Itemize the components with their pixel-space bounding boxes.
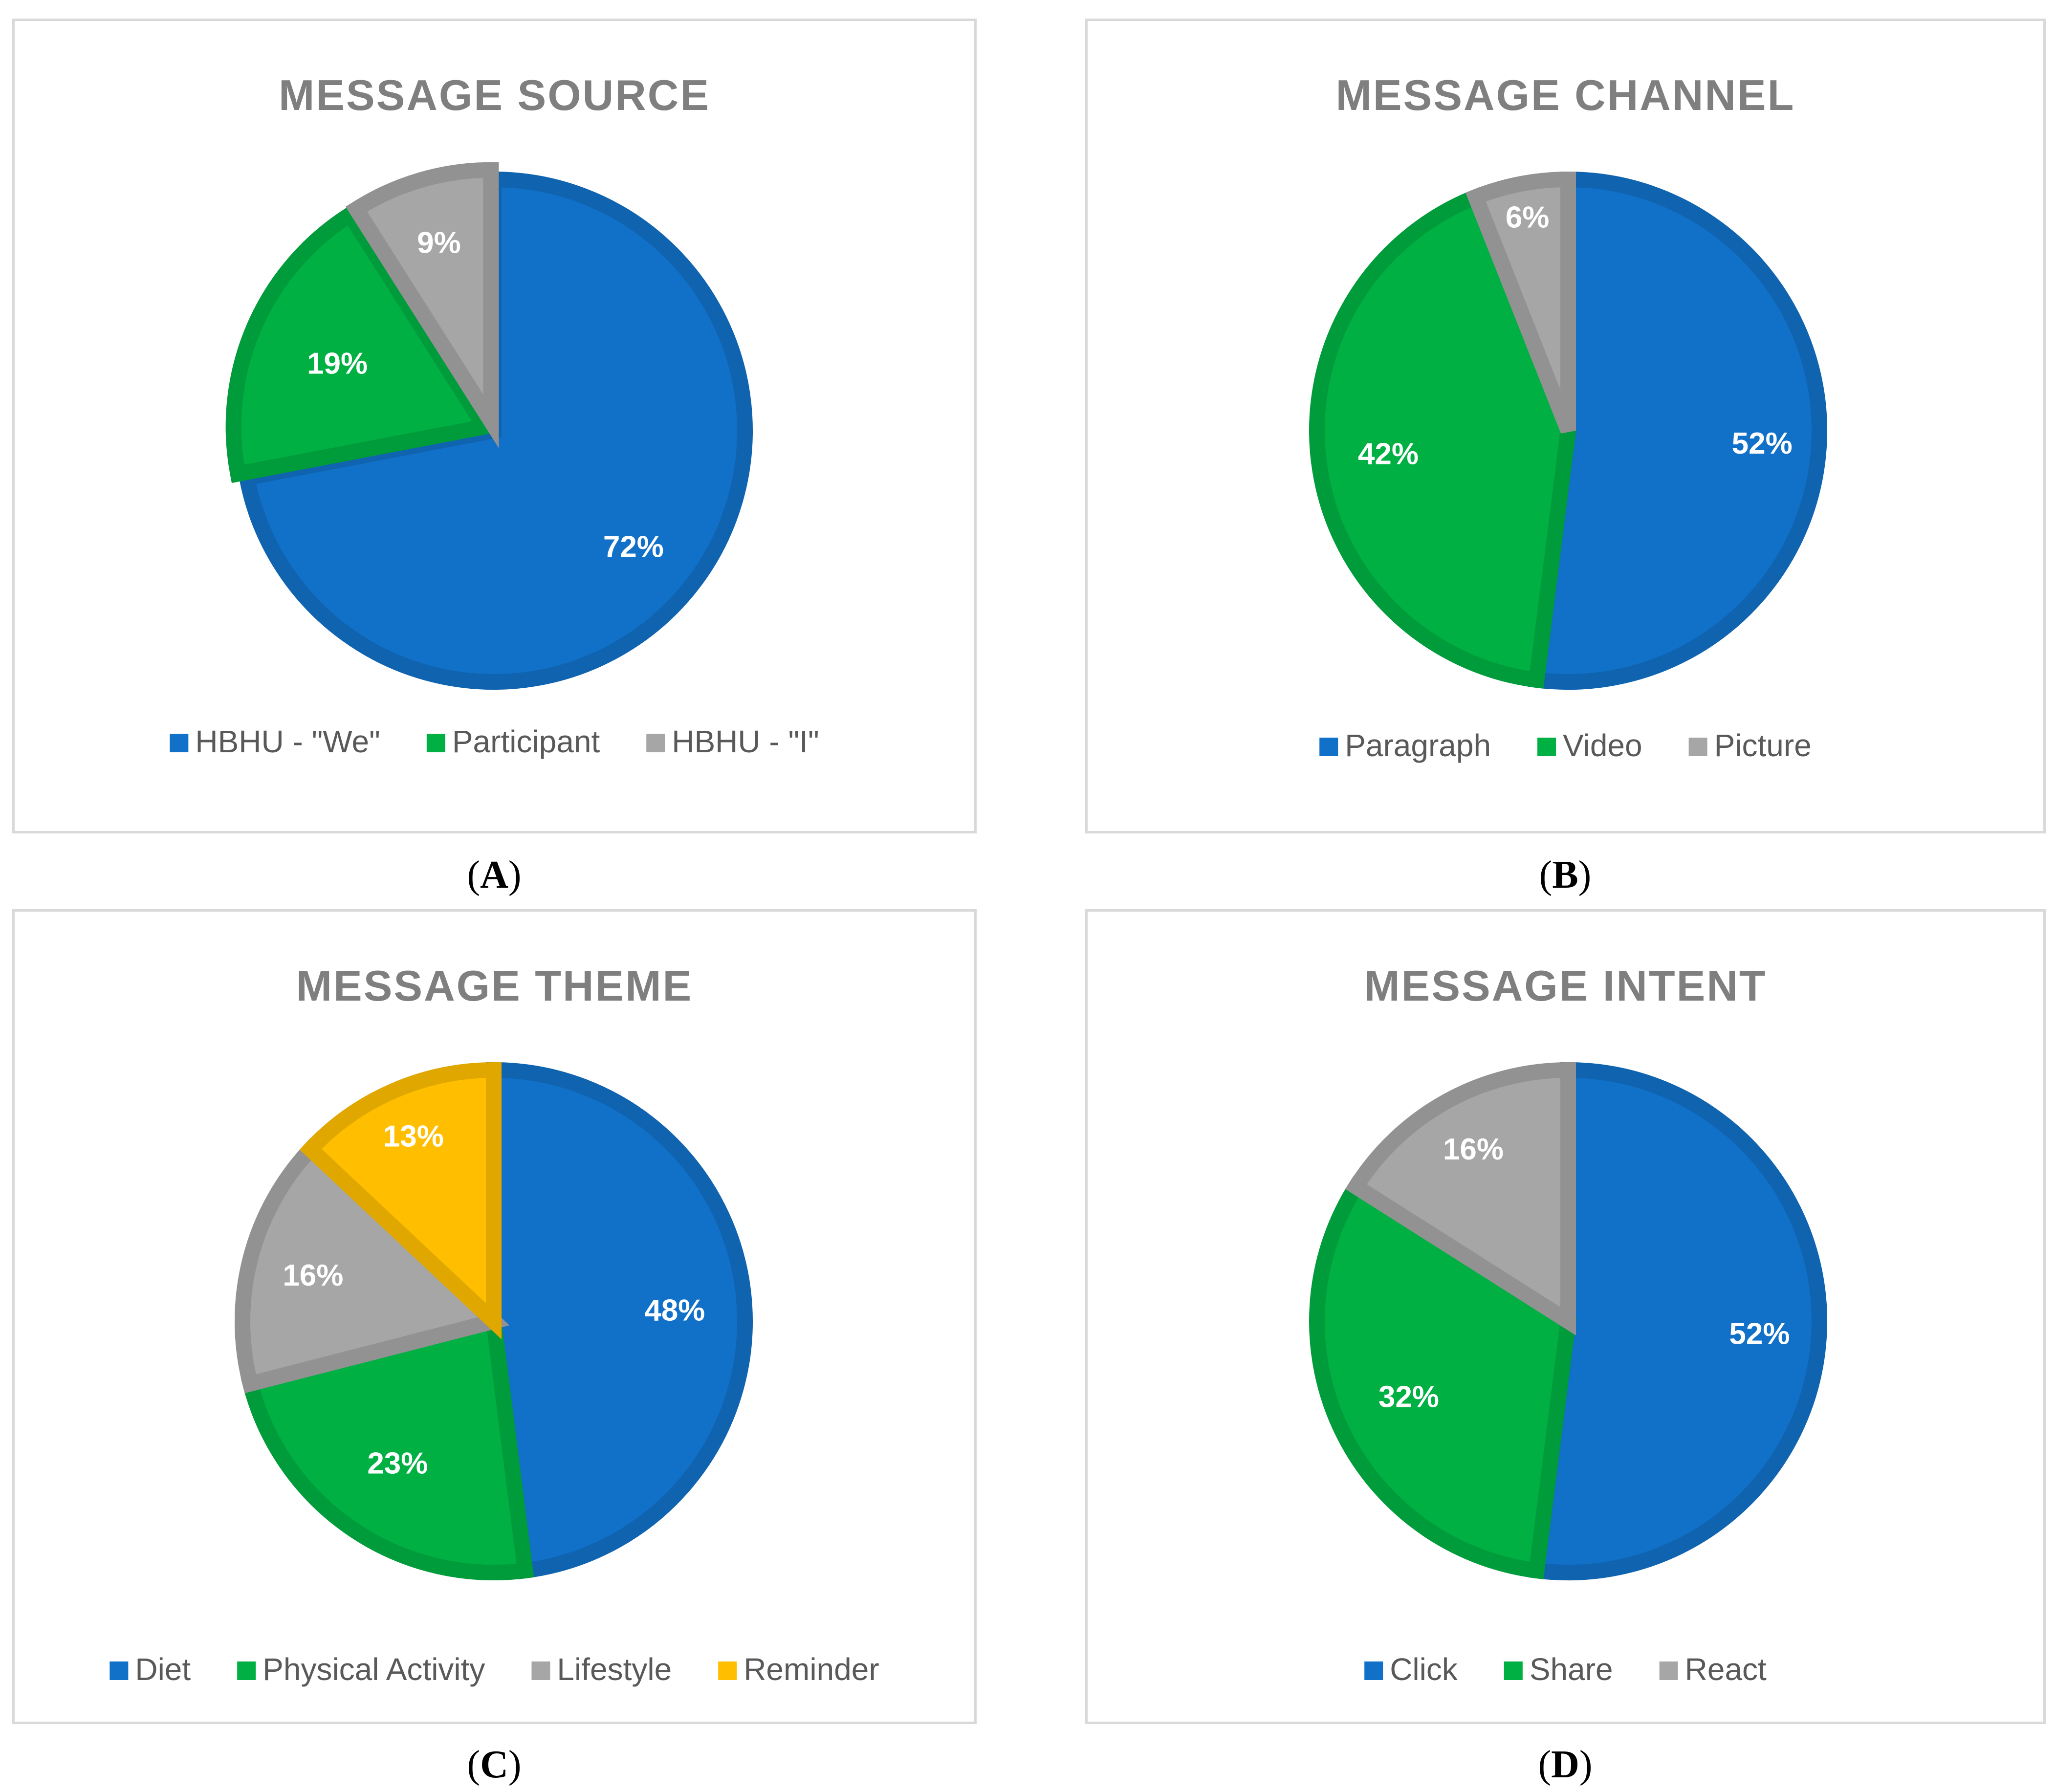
chart-panel-d: MESSAGE INTENT 52% 32% 16% Click Share React — [1085, 909, 2046, 1724]
pie-slice-b-video — [1309, 187, 1576, 689]
legend-label-a-hbhu-i: HBHU - "I" — [672, 724, 819, 759]
pie-slice-b-picture — [1465, 171, 1576, 434]
caption-b-letter: B — [1552, 853, 1578, 896]
legend-label-b-video: Video — [1563, 728, 1642, 763]
data-label-c-diet: 48% — [644, 1294, 705, 1328]
pie-chart-c: MESSAGE THEME 48% 23% 16% 13% Diet Physical Ac… — [109, 962, 879, 1687]
data-label-a-participant: 19% — [307, 347, 368, 381]
legend-a: HBHU - "We" Participant HBHU - "I" — [170, 724, 819, 759]
caption-a: (A) — [467, 853, 522, 896]
data-label-b-picture: 6% — [1506, 201, 1550, 235]
pie-slice-c-diet — [486, 1062, 753, 1579]
pie-slice-a-hbhu-i — [345, 162, 499, 448]
data-label-a-hbhu-we: 72% — [603, 530, 664, 564]
caption-a-letter: A — [480, 853, 508, 896]
pie-slice-c-physical-activity — [241, 1311, 534, 1580]
pie-slice-c-reminder — [299, 1062, 502, 1339]
legend-label-d-share: Share — [1530, 1652, 1613, 1687]
legend-swatch-d-react — [1659, 1661, 1678, 1680]
data-label-c-reminder: 13% — [383, 1120, 444, 1154]
data-label-d-share: 32% — [1378, 1380, 1439, 1414]
legend-swatch-b-picture — [1688, 738, 1707, 756]
chart-title-c: MESSAGE THEME — [296, 962, 693, 1010]
pie-chart-b: MESSAGE CHANNEL 52% 42% 6% Paragraph Video Pic… — [1309, 71, 1827, 763]
data-label-c-physical-activity: 23% — [367, 1446, 428, 1480]
chart-title-a: MESSAGE SOURCE — [279, 71, 710, 119]
legend-label-c-diet: Diet — [135, 1652, 191, 1687]
data-label-b-paragraph: 52% — [1732, 427, 1793, 460]
legend-b: Paragraph Video Picture — [1319, 728, 1812, 763]
pie-slice-b-paragraph — [1528, 171, 1827, 690]
legend-label-c-lifestyle: Lifestyle — [557, 1652, 672, 1687]
legend-label-d-react: React — [1685, 1652, 1767, 1687]
legend-swatch-b-paragraph — [1319, 738, 1338, 756]
legend-label-a-participant: Participant — [452, 724, 600, 759]
data-label-d-click: 52% — [1729, 1317, 1790, 1351]
pie-slice-d-click — [1528, 1062, 1827, 1580]
caption-c-letter: C — [480, 1743, 508, 1786]
caption-d: (D) — [1538, 1743, 1593, 1786]
legend-label-d-click: Click — [1390, 1652, 1458, 1687]
legend-swatch-c-physical-activity — [237, 1661, 256, 1680]
pie-slice-d-react — [1345, 1062, 1576, 1336]
legend-swatch-a-hbhu-i — [646, 734, 665, 752]
legend-label-a-hbhu-we: HBHU - "We" — [195, 724, 380, 759]
legend-label-c-physical-activity: Physical Activity — [262, 1652, 485, 1687]
chart-title-b: MESSAGE CHANNEL — [1336, 71, 1795, 119]
chart-panel-a: MESSAGE SOURCE 72% 19% 9% HBHU - "We" Partici… — [12, 19, 977, 833]
caption-d-letter: D — [1551, 1743, 1579, 1786]
pie-chart-d: MESSAGE INTENT 52% 32% 16% Click Share React — [1309, 962, 1827, 1687]
data-label-b-video: 42% — [1358, 437, 1419, 471]
legend-c: Diet Physical Activity Lifestyle Reminder — [109, 1652, 879, 1687]
legend-d: Click Share React — [1364, 1652, 1767, 1687]
pie-chart-a: MESSAGE SOURCE 72% 19% 9% HBHU - "We" Partici… — [170, 71, 819, 759]
legend-swatch-d-share — [1504, 1661, 1523, 1680]
legend-label-c-reminder: Reminder — [744, 1652, 879, 1687]
pie-slice-c-lifestyle — [235, 1138, 510, 1394]
caption-b: (B) — [1539, 853, 1592, 896]
legend-label-b-picture: Picture — [1714, 728, 1812, 763]
legend-swatch-c-reminder — [718, 1661, 737, 1680]
legend-swatch-a-participant — [426, 734, 445, 752]
legend-swatch-d-click — [1364, 1661, 1383, 1680]
legend-swatch-c-diet — [109, 1661, 129, 1680]
data-label-c-lifestyle: 16% — [283, 1259, 343, 1292]
legend-swatch-c-lifestyle — [531, 1661, 550, 1680]
chart-title-d: MESSAGE INTENT — [1364, 962, 1767, 1010]
caption-c: (C) — [467, 1743, 522, 1786]
data-label-a-hbhu-i: 9% — [417, 226, 461, 260]
legend-swatch-a-hbhu-we — [170, 734, 189, 752]
data-label-d-react: 16% — [1443, 1133, 1504, 1166]
pie-slice-a-participant — [225, 203, 498, 483]
legend-swatch-b-video — [1537, 738, 1556, 756]
legend-label-b-paragraph: Paragraph — [1345, 728, 1491, 763]
chart-panel-b: MESSAGE CHANNEL 52% 42% 6% Paragraph Video Pic… — [1085, 19, 2046, 833]
chart-panel-c: MESSAGE THEME 48% 23% 16% 13% Diet Physical Ac… — [12, 909, 977, 1724]
